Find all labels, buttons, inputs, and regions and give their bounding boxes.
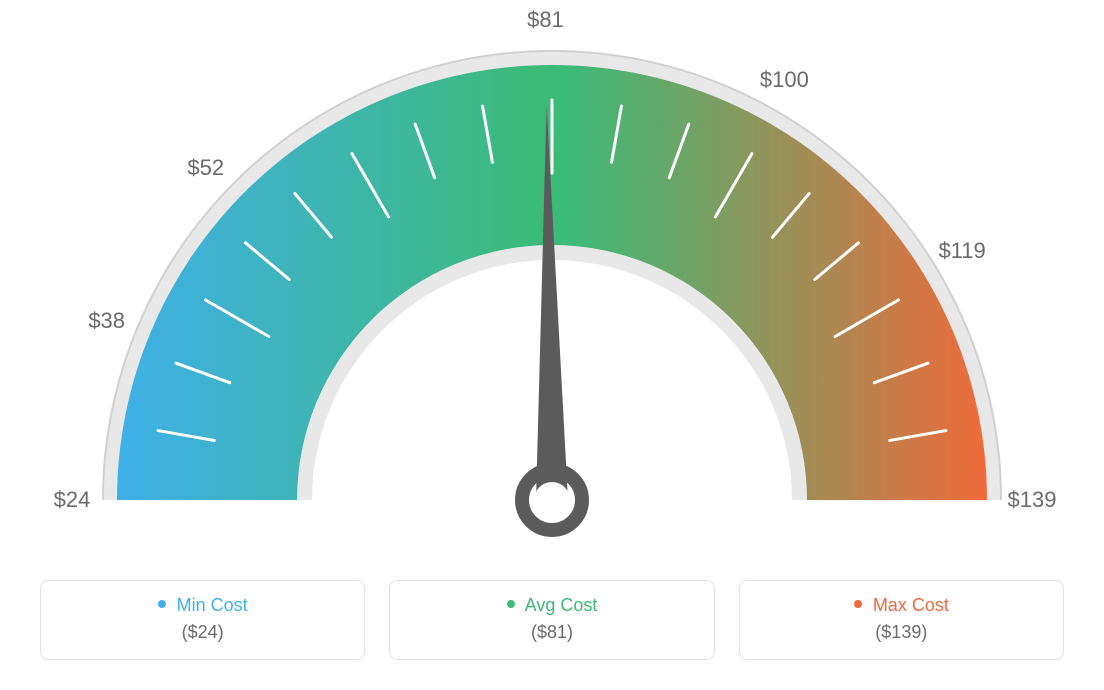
legend-min-value: ($24) xyxy=(41,622,364,643)
legend-max-label: Max Cost xyxy=(873,595,949,615)
legend-min: Min Cost ($24) xyxy=(40,580,365,660)
gauge-tick-label: $119 xyxy=(938,238,985,264)
legend-max-value: ($139) xyxy=(740,622,1063,643)
gauge-tick-label: $139 xyxy=(1008,487,1057,513)
gauge-tick-label: $81 xyxy=(527,7,564,33)
dot-icon xyxy=(158,600,166,608)
legend-avg: Avg Cost ($81) xyxy=(389,580,714,660)
dot-icon xyxy=(507,600,515,608)
gauge-tick-label: $100 xyxy=(760,67,809,93)
cost-gauge-widget: $24 $38 $52 $81 $100 $119 $139 Min Cost ($24) … xyxy=(0,0,1104,690)
gauge-tick-label: $24 xyxy=(54,487,91,513)
gauge-chart: $24 $38 $52 $81 $100 $119 $139 xyxy=(0,0,1104,560)
dot-icon xyxy=(854,600,862,608)
legend-row: Min Cost ($24) Avg Cost ($81) Max Cost (… xyxy=(40,580,1064,660)
legend-avg-label: Avg Cost xyxy=(525,595,598,615)
legend-max: Max Cost ($139) xyxy=(739,580,1064,660)
gauge-tick-label: $38 xyxy=(88,308,125,334)
legend-min-label: Min Cost xyxy=(177,595,248,615)
gauge-tick-label: $52 xyxy=(187,155,224,181)
legend-avg-value: ($81) xyxy=(390,622,713,643)
